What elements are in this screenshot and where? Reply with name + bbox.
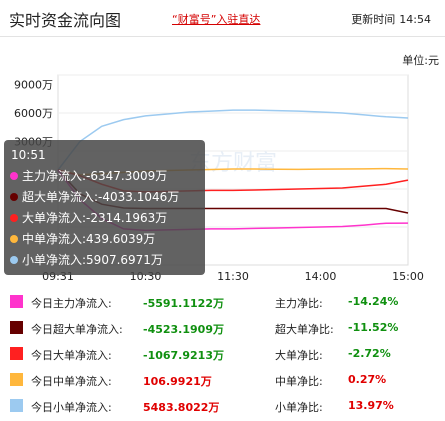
update-time-info: 更新时间 14:54 — [347, 11, 431, 27]
legend-value: -5591.1122万 — [143, 297, 224, 310]
x-tick-label: 15:00 — [392, 270, 424, 283]
tooltip-row-super: 超大单净流入:-4033.1046万 — [10, 188, 179, 206]
legend-label: 今日大单净流入: — [31, 349, 112, 362]
ratio-value: 13.97% — [348, 399, 394, 412]
tooltip-row-large: 大单净流入:-2314.1963万 — [10, 209, 167, 227]
legend-label: 今日中单净流入: — [31, 375, 112, 388]
legend-label: 今日小单净流入: — [31, 401, 112, 414]
legend-row-large: 今日大单净流入: -1067.9213万 大单净比: -2.72% — [0, 342, 445, 366]
ratio-label: 小单净比: — [275, 401, 323, 414]
legend-swatch — [10, 347, 23, 360]
legend-row-medium: 今日中单净流入: 106.9921万 中单净比: 0.27% — [0, 368, 445, 392]
legend-value: 106.9921万 — [143, 375, 212, 388]
ratio-label: 中单净比: — [275, 375, 323, 388]
x-tick-label: 11:30 — [217, 270, 249, 283]
y-tick-label: 9000万 — [14, 79, 53, 92]
ratio-label: 大单净比: — [275, 349, 323, 362]
legend-swatch — [10, 399, 23, 412]
ratio-value: -2.72% — [348, 347, 391, 360]
update-time-value: 14:54 — [399, 13, 431, 26]
tooltip-dot — [10, 234, 18, 243]
page-title: 实时资金流向图 — [9, 11, 122, 30]
tooltip-time: 10:51 — [11, 148, 46, 162]
series-line — [57, 109, 409, 171]
ratio-value: -11.52% — [348, 321, 399, 334]
tooltip-row-main: 主力净流入:-6347.3009万 — [10, 167, 167, 185]
legend-row-super: 今日超大单净流入: -4523.1909万 超大单净比: -11.52% — [0, 316, 445, 340]
x-tick-label: 14:00 — [305, 270, 337, 283]
legend-swatch — [10, 373, 23, 386]
tooltip-value: 中单净流入:439.6039万 — [22, 232, 156, 246]
promo-link[interactable]: “财富号”入驻直达 — [172, 13, 261, 26]
tooltip-row-medium: 中单净流入:439.6039万 — [10, 230, 155, 248]
tooltip-value: 主力净流入:-6347.3009万 — [22, 169, 168, 183]
tooltip-dot — [10, 192, 18, 201]
ratio-label: 主力净比: — [275, 297, 323, 310]
legend-value: 5483.8022万 — [143, 401, 220, 414]
legend-swatch — [10, 295, 23, 308]
legend-value: -1067.9213万 — [143, 349, 224, 362]
tooltip-value: 小单净流入:5907.6971万 — [22, 253, 163, 267]
tooltip-row-small: 小单净流入:5907.6971万 — [10, 251, 163, 269]
legend-row-main: 今日主力净流入: -5591.1122万 主力净比: -14.24% — [0, 290, 445, 314]
ratio-value: 0.27% — [348, 373, 387, 386]
legend-label: 今日主力净流入: — [31, 297, 112, 310]
y-tick-label: 6000万 — [14, 107, 53, 120]
legend-label: 今日超大单净流入: — [31, 323, 123, 336]
tooltip-value: 超大单净流入:-4033.1046万 — [22, 190, 180, 204]
chart-tooltip: 10:51 主力净流入:-6347.3009万 超大单净流入:-4033.104… — [4, 140, 205, 275]
header-bar: 实时资金流向图 “财富号”入驻直达 更新时间 14:54 — [0, 0, 445, 37]
tooltip-dot — [10, 255, 18, 264]
tooltip-dot — [10, 171, 18, 180]
legend-swatch — [10, 321, 23, 334]
ratio-label: 超大单净比: — [275, 323, 334, 336]
ratio-value: -14.24% — [348, 295, 399, 308]
unit-label: 单位:元 — [402, 54, 439, 67]
legend-row-small: 今日小单净流入: 5483.8022万 小单净比: 13.97% — [0, 394, 445, 418]
legend-value: -4523.1909万 — [143, 323, 224, 336]
tooltip-dot — [10, 213, 18, 222]
update-time-label: 更新时间 — [351, 13, 396, 26]
tooltip-value: 大单净流入:-2314.1963万 — [22, 211, 168, 225]
